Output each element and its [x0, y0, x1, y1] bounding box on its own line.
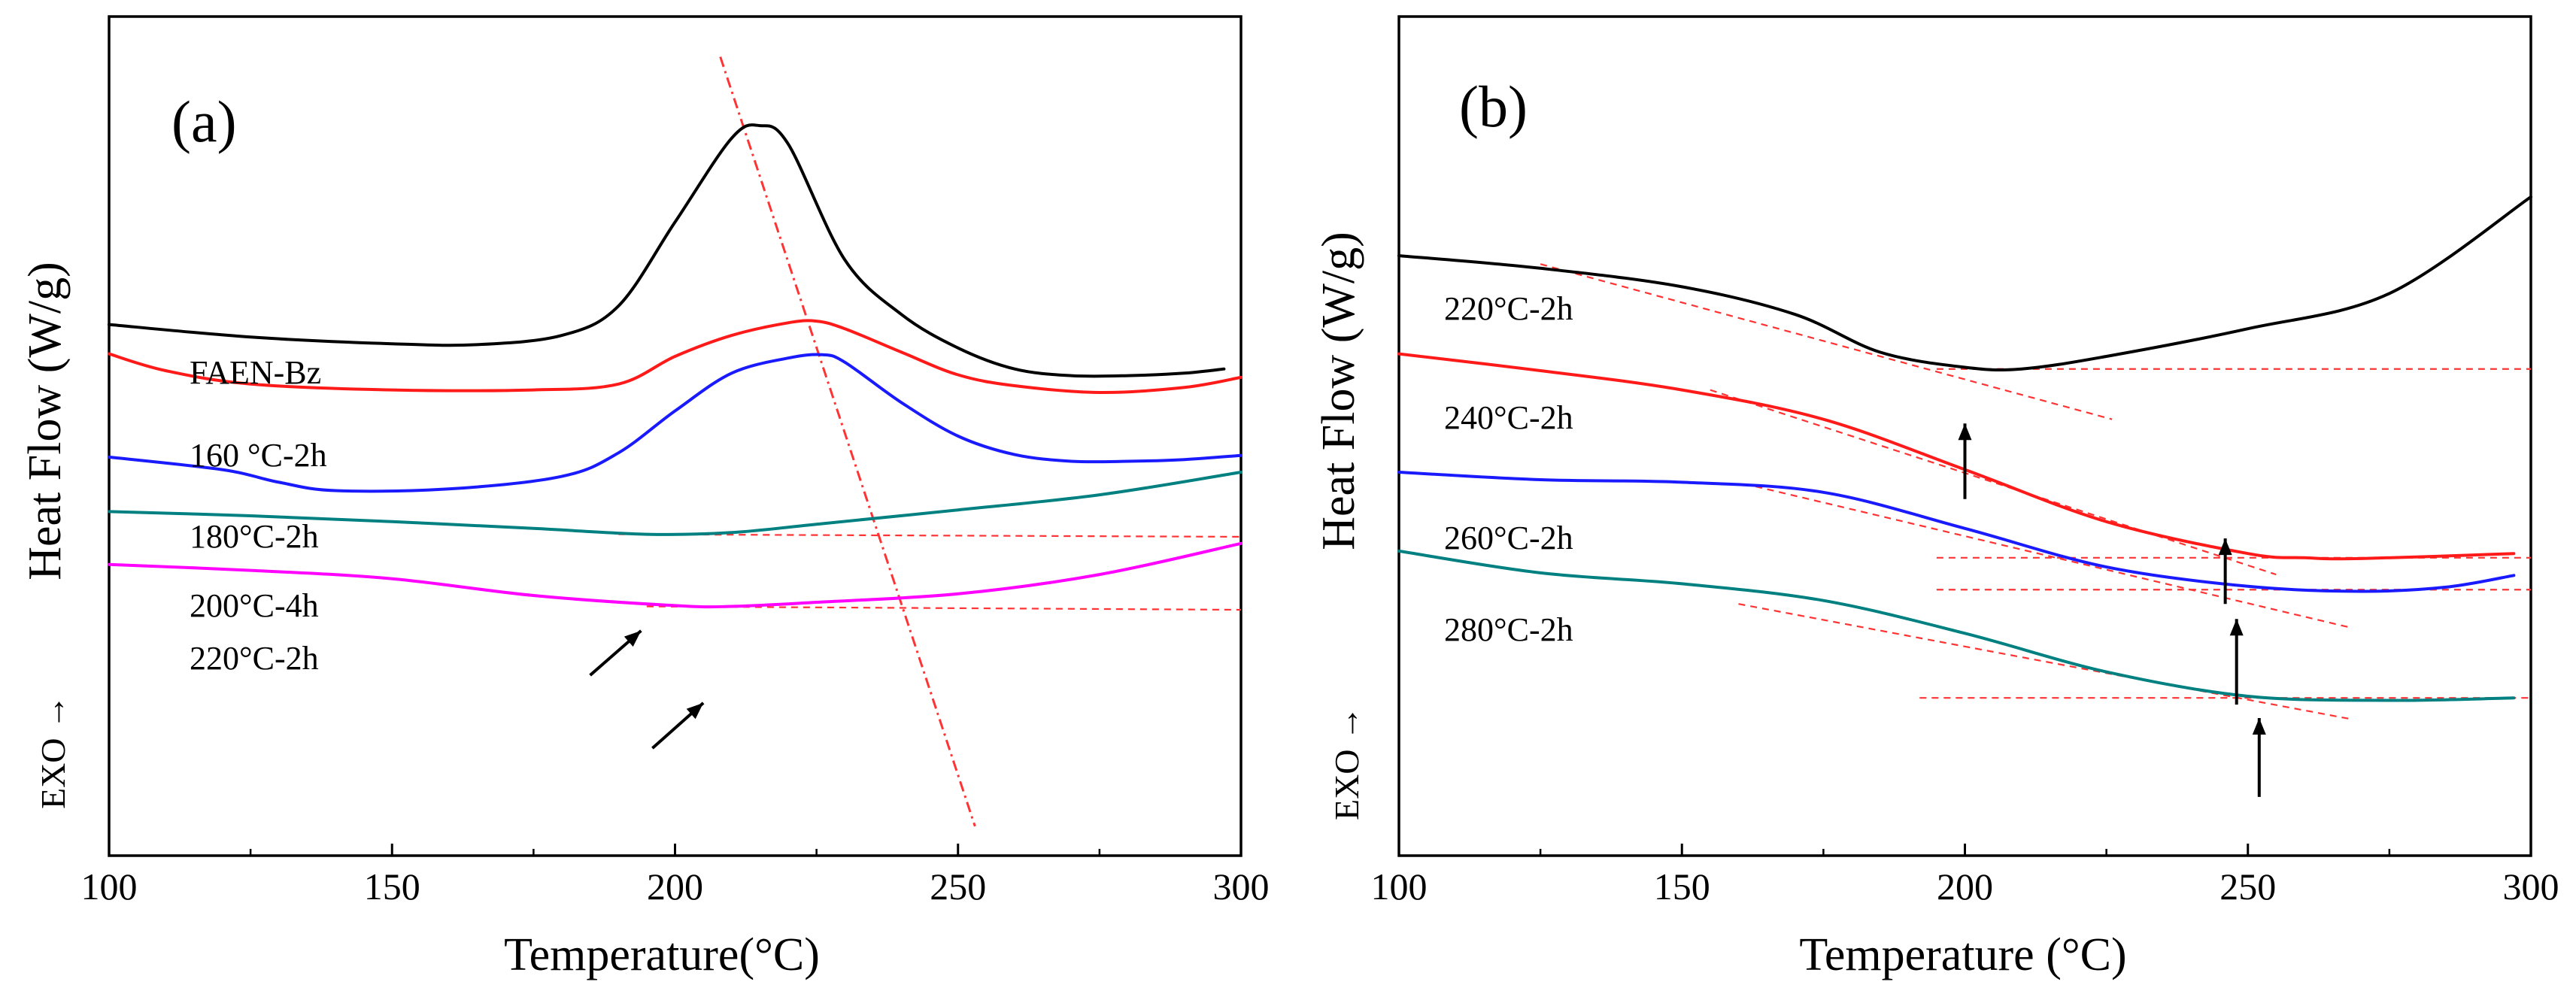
arrow-head: [2218, 538, 2232, 556]
x-tick-label-250: 250: [930, 865, 986, 908]
x-axis-title: Temperature(°C): [504, 929, 820, 980]
arrows-group: [1958, 423, 2266, 797]
series-line-260-c-2h: [1397, 471, 2516, 593]
x-tick-label-100: 100: [1371, 865, 1428, 908]
curve-label-260-2h: 260°C-2h: [1444, 520, 1573, 556]
y-axis-title: Heat Flow (W/g): [1313, 232, 1364, 550]
x-tick-label-300: 300: [1213, 865, 1270, 908]
curve-label-160-2h: 160 °C-2h: [190, 437, 327, 474]
series-group: [1397, 195, 2532, 702]
arrow-1: [2218, 538, 2232, 605]
x-tick-label-250: 250: [2219, 865, 2276, 908]
arrow-head: [2252, 717, 2266, 735]
x-tick-label-200: 200: [647, 865, 703, 908]
arrow-2: [2229, 619, 2244, 705]
series-line-faen-bz: [108, 123, 1226, 378]
y-axis-title: Heat Flow (W/g): [20, 262, 71, 580]
tangent-guide-0: [1540, 263, 2113, 420]
x-axis-tick-labels: 100 150 200 250 300: [81, 865, 1270, 908]
x-tick-label-300: 300: [2503, 865, 2559, 908]
x-tick-label-200: 200: [1937, 865, 1993, 908]
x-axis-ticks: [108, 844, 1242, 856]
arrow-3: [2252, 717, 2266, 797]
arrow-0: [589, 629, 642, 677]
series-line-240-c-2h: [1397, 352, 2516, 561]
exo-label: EXO →: [34, 695, 72, 809]
x-tick-label-100: 100: [81, 865, 138, 908]
curve-labels: FAEN-Bz 160 °C-2h 180°C-2h 200°C-4h 220°…: [190, 354, 327, 677]
panel-b: (b) Heat Flow (W/g) EXO → Temperature (°…: [1313, 15, 2559, 980]
arrow-head: [1958, 423, 1972, 441]
panel-a: (a) Heat Flow (W/g) EXO → Temperature(°C…: [20, 15, 1270, 980]
curve-labels: 220°C-2h 240°C-2h 260°C-2h 280°C-2h: [1444, 290, 1573, 648]
arrow-head: [624, 630, 642, 647]
arrow-0: [1958, 423, 1972, 499]
tangent-guide-4: [1755, 485, 2350, 629]
panel-label: (a): [171, 89, 237, 154]
x-tick-label-150: 150: [364, 865, 420, 908]
peak-shift-guide-0: [719, 56, 976, 827]
arrows-group: [589, 629, 705, 750]
arrow-head: [686, 702, 704, 720]
curve-label-180-2h: 180°C-2h: [190, 518, 319, 555]
curve-label-240-2h: 240°C-2h: [1444, 399, 1573, 436]
series-group: [108, 123, 1242, 609]
series-line-220-c-2h: [1397, 195, 2532, 372]
guide-lines: [618, 56, 1242, 827]
series-line-280-c-2h: [1397, 549, 2516, 702]
x-axis-tick-labels: 100 150 200 250 300: [1371, 865, 2559, 908]
curve-label-faen-bz: FAEN-Bz: [190, 354, 321, 391]
x-axis-title: Temperature (°C): [1799, 929, 2126, 980]
x-axis-ticks: [1397, 844, 2532, 856]
series-line-200-c-4h: [108, 471, 1242, 536]
guide-lines: [1540, 263, 2531, 720]
tangent-guide-2: [1710, 389, 2277, 576]
series-line-220-c-2h: [108, 541, 1242, 609]
x-tick-label-150: 150: [1654, 865, 1710, 908]
panel-label: (b): [1459, 74, 1528, 139]
series-line-160-c-2h: [108, 319, 1242, 395]
curve-label-200-4h: 200°C-4h: [190, 587, 319, 624]
arrow-1: [651, 702, 705, 750]
curve-label-220-2h: 220°C-2h: [190, 640, 319, 677]
curve-label-280-2h: 280°C-2h: [1444, 611, 1573, 648]
curve-label-220-2h: 220°C-2h: [1444, 290, 1573, 327]
arrow-head: [2229, 619, 2244, 636]
baseline-guide-1: [618, 533, 1242, 538]
series-line-180-c-2h: [108, 353, 1242, 493]
tangent-guide-6: [1738, 603, 2350, 720]
exo-label: EXO →: [1327, 706, 1366, 820]
